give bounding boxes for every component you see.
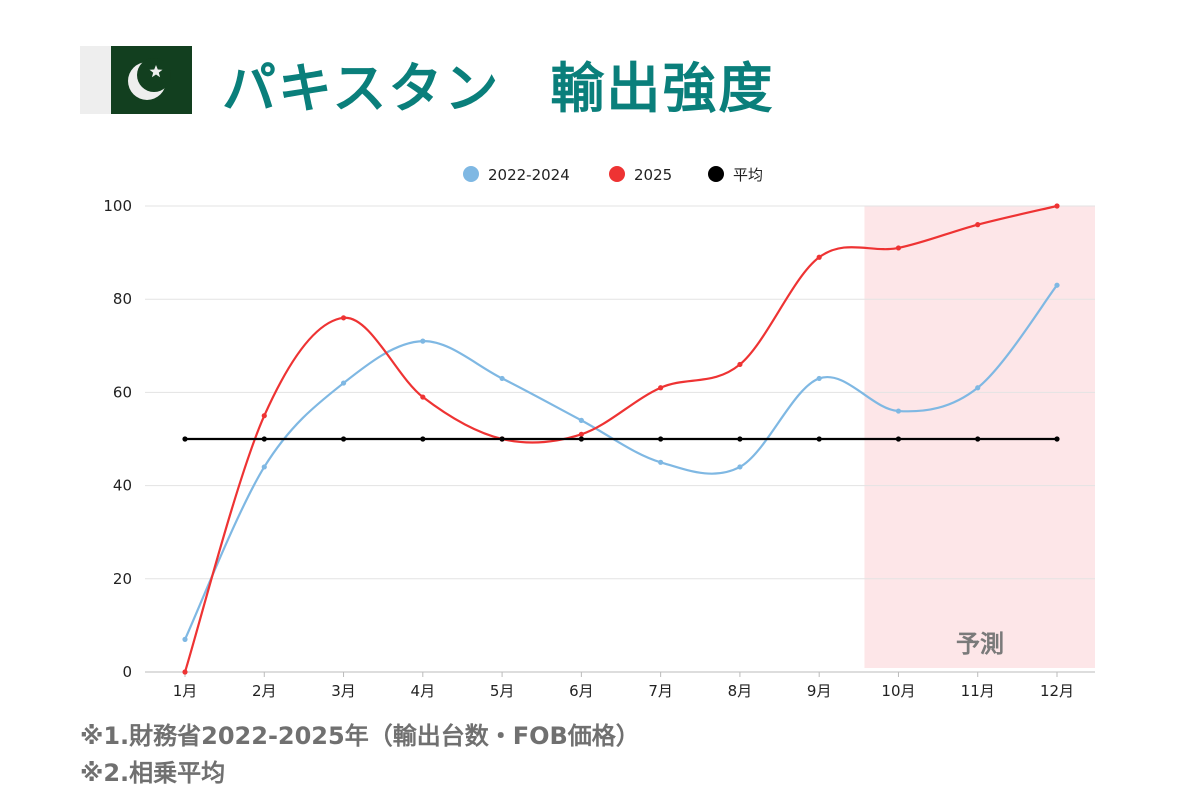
series-2022-2024-point (578, 417, 584, 423)
series-average-point (658, 436, 664, 442)
series-2022-2024-point (420, 338, 426, 344)
y-tick-label: 40 (113, 477, 132, 495)
x-tick-label: 7月 (648, 682, 673, 700)
legend-label: 2022-2024 (488, 166, 570, 184)
series-2025-point (658, 385, 664, 391)
x-tick-label: 5月 (490, 682, 515, 700)
legend-marker (463, 166, 479, 182)
series-2025-point (578, 431, 584, 437)
x-tick-label: 2月 (252, 682, 277, 700)
footnote-method: ※2.相乗平均 (80, 759, 226, 787)
series-2025-point (895, 245, 902, 251)
series-2025-point (816, 254, 822, 260)
forecast-label: 予測 (956, 630, 1004, 658)
pakistan-flag (80, 46, 192, 114)
series-2025-point (340, 315, 347, 321)
series-2022-2024-point (261, 464, 267, 470)
legend-marker (708, 166, 724, 182)
series-2022-2024-point (737, 464, 743, 470)
series-2022-2024-point (1054, 282, 1060, 288)
legend-label: 平均 (733, 166, 763, 184)
x-tick-label: 11月 (961, 682, 995, 700)
series-average-point (895, 436, 902, 442)
series-average-point (420, 436, 426, 442)
series-average-point (261, 436, 267, 442)
series-2022-2024-point (499, 375, 505, 382)
x-tick-label: 6月 (569, 682, 594, 700)
series-average-point (975, 436, 981, 442)
title-metric: 輸出強度 (550, 57, 775, 120)
x-tick-label: 9月 (807, 682, 832, 700)
series-average-point (1054, 436, 1060, 442)
series-2022-2024-point (658, 459, 664, 465)
series-average-point (499, 436, 505, 442)
series-2022-2024-point (975, 385, 981, 391)
series-2022-2024-point (182, 636, 188, 642)
series-2022-2024-point (816, 375, 822, 382)
series-2025-point (182, 669, 188, 675)
series-2025-point (1054, 203, 1060, 209)
x-tick-label: 8月 (728, 682, 753, 700)
x-tick-label: 10月 (881, 682, 915, 700)
y-tick-label: 60 (113, 383, 132, 401)
series-2022-2024-point (895, 408, 902, 414)
legend-label: 2025 (634, 166, 672, 184)
series-average-point (340, 436, 347, 442)
title-country: パキスタン (222, 57, 501, 120)
footnotes: ※1.財務省2022-2025年（輸出台数・FOB価格） ※2.相乗平均 (80, 718, 640, 792)
y-tick-label: 0 (122, 663, 132, 681)
y-tick-label: 80 (113, 290, 132, 308)
x-tick-label: 4月 (411, 682, 436, 700)
flag-field (111, 46, 192, 114)
x-tick-label: 3月 (331, 682, 356, 700)
series-2025-point (261, 413, 267, 419)
y-tick-label: 100 (103, 197, 132, 215)
series-2025-point (975, 222, 981, 228)
legend-marker (609, 166, 625, 182)
series-average-point (182, 436, 188, 442)
series-average-point (816, 436, 822, 442)
footnote-source: ※1.財務省2022-2025年（輸出台数・FOB価格） (80, 722, 640, 750)
series-average-point (737, 436, 743, 442)
x-tick-label: 12月 (1040, 682, 1074, 700)
y-tick-label: 20 (113, 570, 132, 588)
series-2025-point (420, 394, 426, 400)
flag-hoist (80, 46, 111, 114)
page-title: パキスタン 輸出強度 (222, 44, 774, 123)
series-2025-point (737, 361, 743, 368)
x-tick-label: 1月 (173, 682, 198, 700)
series-2022-2024-line (184, 284, 1058, 640)
crescent-star-icon (128, 58, 171, 100)
series-average-point (578, 436, 584, 442)
series-2022-2024-point (340, 380, 347, 386)
